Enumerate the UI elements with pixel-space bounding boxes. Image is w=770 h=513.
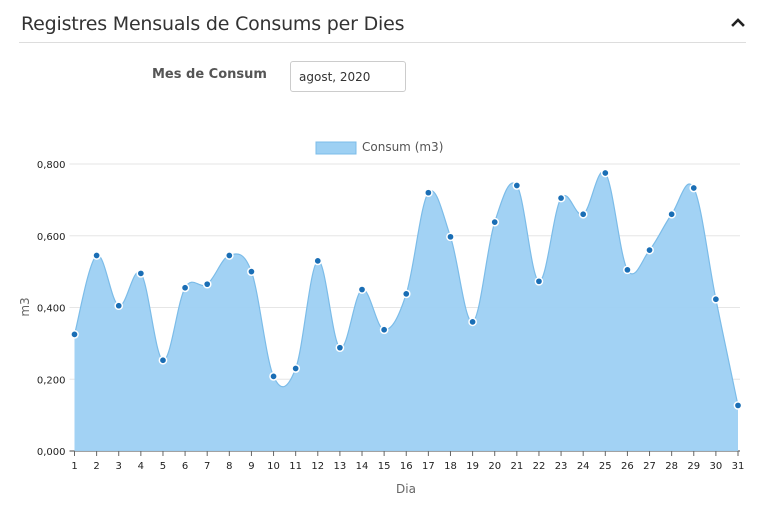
x-tick-label: 11 <box>289 461 302 472</box>
legend-label: Consum (m3) <box>362 140 443 154</box>
data-point[interactable] <box>247 267 256 276</box>
data-point[interactable] <box>512 181 522 190</box>
x-axis-title: Dia <box>396 482 416 496</box>
collapse-button[interactable] <box>730 14 746 30</box>
data-point[interactable] <box>92 251 101 260</box>
legend-swatch <box>315 141 357 155</box>
panel-title: Registres Mensuals de Consums per Dies <box>21 13 405 35</box>
data-point[interactable] <box>136 269 146 278</box>
x-tick-label: 31 <box>732 461 745 472</box>
data-point[interactable] <box>357 285 367 294</box>
x-tick-label: 17 <box>422 461 435 472</box>
data-point[interactable] <box>291 364 301 373</box>
data-point[interactable] <box>224 251 234 260</box>
x-tick-label: 29 <box>687 461 700 472</box>
data-point[interactable] <box>313 256 323 266</box>
chart-legend[interactable]: Consum (m3) <box>315 140 443 155</box>
x-tick-label: 5 <box>160 461 166 472</box>
data-point[interactable] <box>733 401 743 410</box>
x-tick-label: 2 <box>93 461 99 472</box>
x-tick-label: 23 <box>555 461 568 472</box>
x-tick-label: 12 <box>311 461 324 472</box>
data-point[interactable] <box>114 301 124 311</box>
data-point[interactable] <box>468 317 477 327</box>
x-tick-label: 1 <box>71 461 77 472</box>
x-tick-label: 24 <box>577 461 590 472</box>
y-axis-title: m3 <box>18 297 32 316</box>
x-tick-label: 14 <box>356 461 369 472</box>
y-tick-label: 0,000 <box>37 447 66 458</box>
x-tick-label: 8 <box>226 461 232 472</box>
x-tick-label: 10 <box>267 461 280 472</box>
consumption-area <box>74 171 738 451</box>
data-point[interactable] <box>667 209 677 219</box>
x-tick-label: 28 <box>665 461 678 472</box>
x-tick-label: 26 <box>621 461 634 472</box>
y-tick-label: 0,800 <box>37 160 66 171</box>
data-point[interactable] <box>158 355 168 365</box>
y-tick-label: 0,600 <box>37 232 66 243</box>
data-point[interactable] <box>446 232 455 242</box>
x-tick-label: 25 <box>599 461 612 472</box>
chevron-up-icon <box>731 18 745 27</box>
x-tick-label: 4 <box>138 461 144 472</box>
x-tick-label: 22 <box>533 461 546 472</box>
data-point[interactable] <box>202 279 212 289</box>
data-point[interactable] <box>711 294 721 304</box>
data-point[interactable] <box>556 193 566 203</box>
y-tick-label: 0,400 <box>37 304 66 315</box>
data-point[interactable] <box>689 183 699 193</box>
x-tick-label: 20 <box>488 461 501 472</box>
panel-header: Registres Mensuals de Consums per Dies <box>19 0 746 43</box>
x-tick-label: 3 <box>116 461 122 472</box>
y-tick-label: 0,200 <box>37 375 66 386</box>
x-tick-label: 21 <box>510 461 523 472</box>
month-label: Mes de Consum <box>152 67 267 82</box>
data-point[interactable] <box>424 188 433 198</box>
data-point[interactable] <box>401 289 411 299</box>
data-point[interactable] <box>534 276 544 286</box>
data-point[interactable] <box>180 283 190 293</box>
x-tick-label: 7 <box>204 461 210 472</box>
month-input[interactable] <box>290 61 406 92</box>
data-point[interactable] <box>379 325 389 335</box>
x-tick-label: 30 <box>710 461 723 472</box>
x-tick-label: 15 <box>378 461 391 472</box>
data-point[interactable] <box>623 265 632 275</box>
data-point[interactable] <box>645 245 654 255</box>
data-point[interactable] <box>578 209 588 219</box>
data-point[interactable] <box>70 330 79 339</box>
x-tick-label: 19 <box>466 461 479 472</box>
x-tick-label: 18 <box>444 461 457 472</box>
data-point[interactable] <box>490 217 500 227</box>
x-tick-label: 16 <box>400 461 413 472</box>
x-tick-label: 13 <box>334 461 347 472</box>
data-point[interactable] <box>335 343 345 353</box>
x-tick-label: 27 <box>643 461 656 472</box>
data-point[interactable] <box>269 372 278 381</box>
data-point[interactable] <box>600 168 610 178</box>
x-tick-label: 9 <box>248 461 254 472</box>
x-tick-label: 6 <box>182 461 188 472</box>
